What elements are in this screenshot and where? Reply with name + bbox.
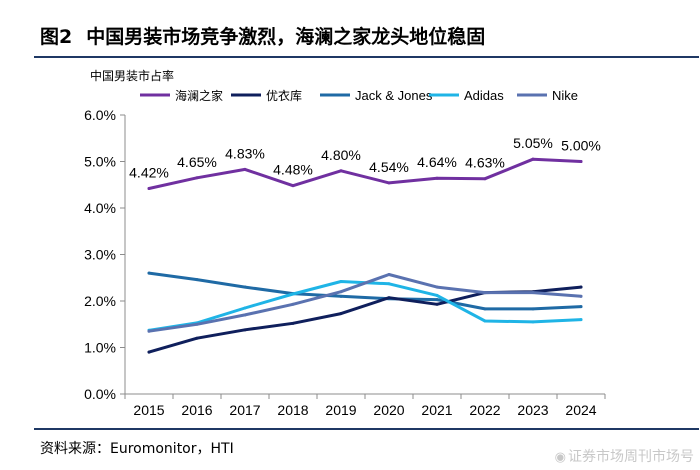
- data-label: 4.48%: [273, 162, 313, 178]
- data-point: [579, 318, 583, 322]
- market-share-chart: 中国男装市占率 0.0% 1.0% 2.0% 3.0% 4.0% 5.0% 6.0% 2015 2…: [84, 68, 606, 418]
- data-point: [147, 271, 151, 275]
- series-line: [147, 273, 583, 333]
- data-point: [339, 312, 343, 316]
- data-point: [483, 291, 487, 295]
- data-point: [243, 328, 247, 332]
- data-point: [435, 298, 439, 302]
- y-axis-title: 中国男装市占率: [90, 68, 174, 83]
- data-point: [243, 313, 247, 317]
- data-point: [387, 296, 391, 300]
- data-point: [531, 157, 535, 161]
- header-rule: [34, 56, 699, 58]
- legend-label: Jack & Jones: [355, 88, 433, 103]
- weibo-icon: ◉: [554, 450, 566, 465]
- x-tick-label: 2020: [373, 402, 404, 418]
- data-label: 4.83%: [225, 145, 265, 161]
- data-point: [531, 320, 535, 324]
- data-point: [195, 176, 199, 180]
- data-point: [435, 302, 439, 306]
- data-point: [291, 184, 295, 188]
- series-line: [147, 271, 583, 311]
- data-label: 5.00%: [561, 138, 601, 154]
- y-tick-label: 6.0%: [84, 107, 116, 123]
- data-point: [579, 160, 583, 163]
- data-point: [579, 305, 583, 309]
- data-point: [147, 329, 151, 333]
- data-point: [291, 292, 295, 296]
- data-point: [243, 167, 247, 171]
- legend-label: 优衣库: [266, 88, 302, 103]
- data-label: 4.63%: [465, 155, 505, 171]
- data-point: [483, 307, 487, 311]
- x-tick-label: 2018: [277, 402, 308, 418]
- data-point: [243, 285, 247, 289]
- data-point: [387, 181, 391, 185]
- x-tick-label: 2019: [325, 402, 356, 418]
- watermark-text: 证券市场周刊市场号: [568, 449, 694, 465]
- y-tick-label: 4.0%: [84, 200, 116, 216]
- data-point: [579, 294, 583, 298]
- figure-title-text: 中国男装市场竞争激烈，海澜之家龙头地位稳固: [86, 26, 486, 48]
- data-point: [387, 272, 391, 276]
- data-label: 4.42%: [129, 164, 169, 180]
- x-tick-label: 2024: [565, 402, 596, 418]
- y-tick-label: 2.0%: [84, 293, 116, 309]
- y-tick-label: 5.0%: [84, 154, 116, 170]
- legend-label: 海澜之家: [175, 88, 223, 103]
- footer-rule: [34, 428, 699, 430]
- data-point: [435, 293, 439, 297]
- series-line: [147, 157, 583, 190]
- data-point: [195, 336, 199, 340]
- x-tick-label: 2022: [469, 402, 500, 418]
- figure-title: 图2 中国男装市场竞争激烈，海澜之家龙头地位稳固: [40, 22, 485, 49]
- data-point: [339, 290, 343, 294]
- data-point: [579, 285, 583, 289]
- source-note: 资料来源：Euromonitor，HTI: [40, 441, 234, 457]
- data-label: 4.64%: [417, 154, 457, 170]
- legend-label: Adidas: [464, 88, 504, 103]
- data-point: [435, 176, 439, 180]
- data-label: 5.05%: [513, 135, 553, 151]
- figure-number: 图2: [40, 26, 73, 48]
- data-point: [483, 177, 487, 181]
- data-point: [339, 294, 343, 298]
- legend-label: Nike: [552, 88, 578, 103]
- data-point: [339, 279, 343, 283]
- data-point: [291, 321, 295, 325]
- y-tick-label: 3.0%: [84, 247, 116, 263]
- data-point: [435, 285, 439, 289]
- data-label: 4.54%: [369, 159, 409, 175]
- data-point: [195, 322, 199, 326]
- figure-header: 图2 中国男装市场竞争激烈，海澜之家龙头地位稳固: [0, 0, 700, 58]
- data-label: 4.65%: [177, 154, 217, 170]
- data-point: [147, 350, 151, 354]
- data-point: [147, 186, 151, 190]
- y-tick-label: 0.0%: [84, 386, 116, 402]
- data-point: [531, 291, 535, 295]
- x-tick-label: 2021: [421, 402, 452, 418]
- data-point: [291, 302, 295, 306]
- x-tick-label: 2023: [517, 402, 548, 418]
- data-point: [387, 282, 391, 286]
- data-point: [195, 278, 199, 282]
- data-label: 4.80%: [321, 147, 361, 163]
- data-point: [339, 169, 343, 173]
- x-tick-label: 2017: [229, 402, 260, 418]
- x-tick-label: 2016: [181, 402, 212, 418]
- x-tick-label: 2015: [133, 402, 164, 418]
- data-point: [243, 306, 247, 310]
- data-point: [483, 319, 487, 323]
- data-point: [531, 307, 535, 311]
- watermark: ◉ 证券市场周刊市场号: [555, 446, 694, 466]
- y-tick-label: 1.0%: [84, 340, 116, 356]
